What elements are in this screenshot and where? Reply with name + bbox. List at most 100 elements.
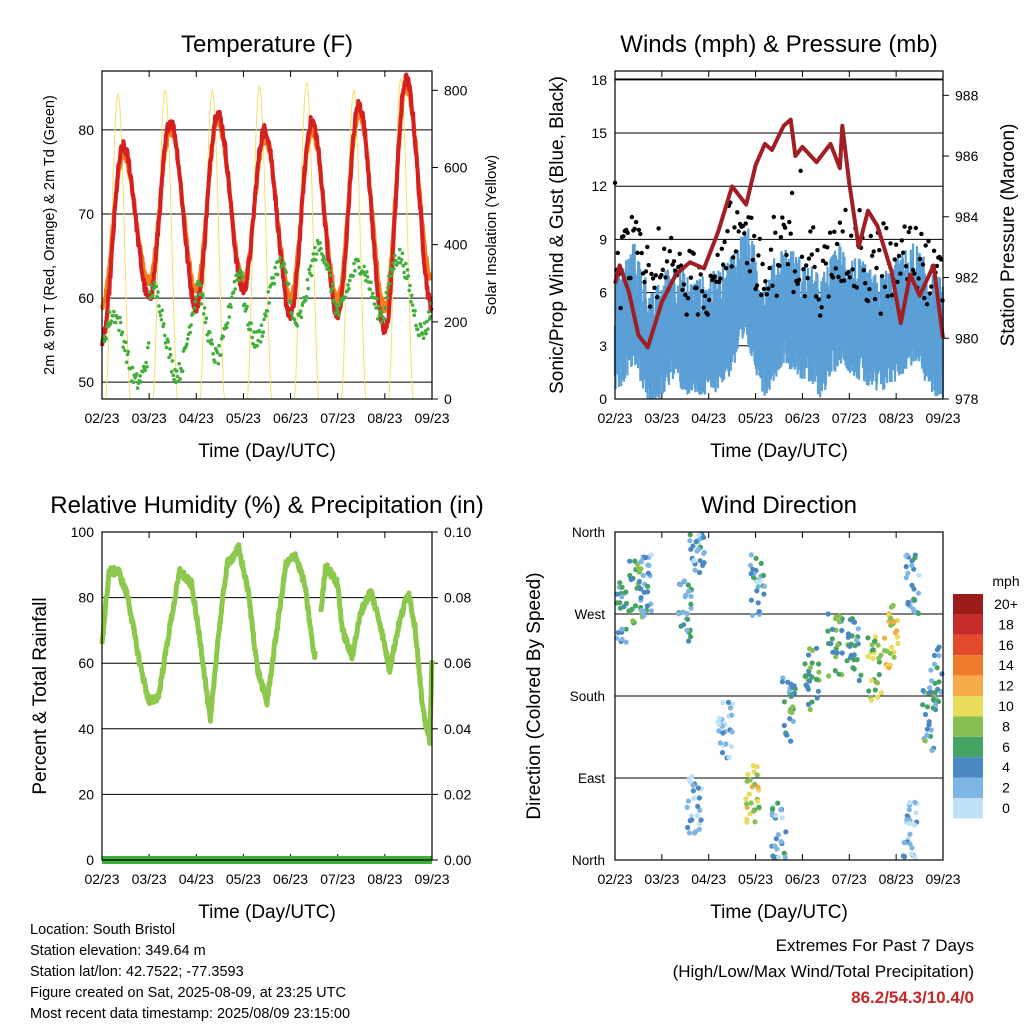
direction-point <box>697 558 703 564</box>
dewpoint-point <box>167 355 171 360</box>
gust-point <box>636 227 642 233</box>
dewpoint-point <box>299 315 304 320</box>
x-tick-label: 07/23 <box>320 871 355 887</box>
dewpoint-point <box>410 303 415 307</box>
extremes-value: 86.2/54.3/10.4/0 <box>851 988 974 1007</box>
gust-point <box>801 267 806 272</box>
y-tick-label: 100 <box>71 524 95 540</box>
dewpoint-point <box>152 287 156 291</box>
direction-point <box>872 638 878 644</box>
dewpoint-point <box>337 303 342 308</box>
dewpoint-point <box>385 295 389 300</box>
gust-point <box>815 248 820 253</box>
gust-point <box>685 296 691 301</box>
gust-point <box>888 241 893 246</box>
direction-point <box>693 539 699 545</box>
dewpoint-point <box>154 284 159 289</box>
dewpoint-point <box>389 274 394 278</box>
direction-point <box>868 697 875 703</box>
gust-point <box>628 275 633 281</box>
direction-point <box>909 562 915 569</box>
direction-point <box>924 732 930 738</box>
direction-point <box>775 800 781 806</box>
direction-point <box>787 716 793 722</box>
gust-point <box>861 268 866 273</box>
direction-point <box>866 688 872 694</box>
gust-point <box>645 244 650 250</box>
gust-point <box>760 261 765 267</box>
gust-point <box>879 274 885 279</box>
direction-point <box>835 642 841 648</box>
dewpoint-point <box>166 340 170 344</box>
dewpoint-point <box>369 280 373 285</box>
direction-point <box>845 634 851 640</box>
direction-point <box>905 599 911 605</box>
direction-point <box>916 572 922 578</box>
gust-point <box>777 263 782 268</box>
direction-point <box>685 824 691 831</box>
direction-point <box>851 652 857 658</box>
direction-point <box>806 652 812 658</box>
direction-point <box>691 557 697 564</box>
x-tick-label: 09/23 <box>414 871 449 887</box>
gust-point <box>660 267 665 272</box>
gust-point <box>863 281 868 286</box>
direction-point <box>882 648 888 654</box>
legend-label: 12 <box>998 678 1014 694</box>
direction-point <box>913 810 919 816</box>
direction-point <box>876 672 882 678</box>
dewpoint-point <box>307 267 311 272</box>
gust-point <box>908 225 913 230</box>
direction-point <box>684 804 690 811</box>
dewpoint-point <box>146 341 151 345</box>
gust-point <box>896 253 902 259</box>
gust-point <box>922 295 927 301</box>
gust-point <box>895 279 900 285</box>
direction-point <box>930 696 936 703</box>
direction-point <box>834 650 840 656</box>
x-axis-label: Time (Day/UTC) <box>198 902 336 923</box>
gust-point <box>700 289 705 294</box>
station-location: Location: South Bristol <box>30 922 176 938</box>
gust-point <box>920 262 926 267</box>
dewpoint-point <box>193 299 198 304</box>
direction-point <box>684 611 690 617</box>
gust-point <box>782 225 788 230</box>
gust-point <box>812 264 817 270</box>
direction-point <box>638 607 645 614</box>
direction-point <box>836 671 842 677</box>
dewpoint-point <box>380 310 384 315</box>
y2-tick-label: 0.00 <box>444 852 471 868</box>
dewpoint-point <box>288 301 293 305</box>
dewpoint-point <box>258 340 263 344</box>
direction-point <box>619 636 625 642</box>
direction-point <box>685 616 691 622</box>
direction-point <box>924 726 930 732</box>
direction-point <box>805 686 811 692</box>
dewpoint-point <box>273 265 277 270</box>
gust-point <box>877 248 882 253</box>
gust-point <box>750 257 755 263</box>
dewpoint-point <box>198 283 203 287</box>
gust-point <box>684 312 689 317</box>
gust-point <box>767 265 772 271</box>
gust-point <box>615 250 620 256</box>
dewpoint-point <box>313 245 317 250</box>
dewpoint-point <box>405 268 410 272</box>
dewpoint-point <box>421 336 426 341</box>
direction-point <box>833 654 839 660</box>
direction-point <box>889 644 895 651</box>
gust-point <box>899 238 904 243</box>
wind-direction-chart: Wind Direction Time (Day/UTC) Direction (C… <box>524 492 1020 923</box>
dewpoint-point <box>185 337 190 341</box>
direction-point <box>682 578 688 584</box>
gust-point <box>778 235 784 240</box>
direction-point <box>781 850 787 856</box>
direction-point <box>933 702 939 708</box>
y-axis-label: Sonic/Prop Wind & Gust (Blue, Black) <box>547 76 568 394</box>
direction-point <box>614 591 620 597</box>
extremes-box: Extremes For Past 7 Days (High/Low/Max W… <box>673 933 974 1011</box>
direction-point <box>888 622 894 629</box>
dewpoint-point <box>266 290 271 294</box>
direction-point <box>725 699 732 706</box>
